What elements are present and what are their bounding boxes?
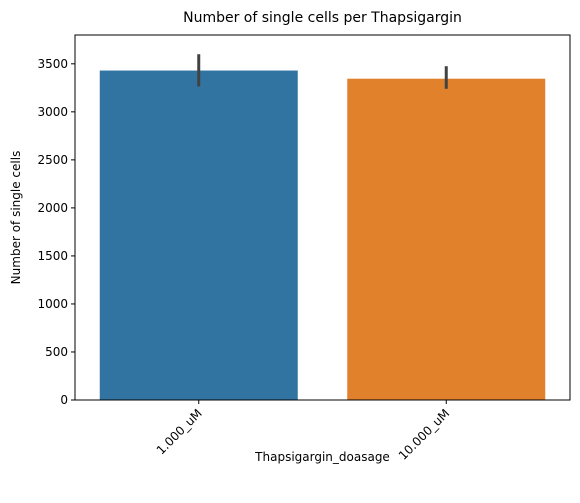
x-axis-label: Thapsigargin_doasage <box>254 450 390 464</box>
y-tick-label: 500 <box>45 345 68 359</box>
x-tick-label: 1.000_uM <box>154 406 205 457</box>
y-tick-label: 2000 <box>37 201 68 215</box>
y-tick-label: 2500 <box>37 153 68 167</box>
y-axis-label: Number of single cells <box>9 151 23 285</box>
plot-frame <box>74 34 571 401</box>
y-tick-label: 3500 <box>37 57 68 71</box>
bars-layer <box>99 70 546 400</box>
y-tick-label: 1000 <box>37 297 68 311</box>
x-tick-label: 10.000_uM <box>396 406 453 463</box>
error-bars-layer <box>197 54 448 89</box>
bar <box>347 78 546 400</box>
y-tick-label: 3000 <box>37 105 68 119</box>
bar <box>99 70 298 400</box>
y-tick-label: 1500 <box>37 249 68 263</box>
y-axis: 0 500 1000 1500 2000 2500 3000 3500 <box>37 57 75 407</box>
y-tick-label: 0 <box>60 393 68 407</box>
chart-title: Number of single cells per Thapsigargin <box>183 10 462 26</box>
